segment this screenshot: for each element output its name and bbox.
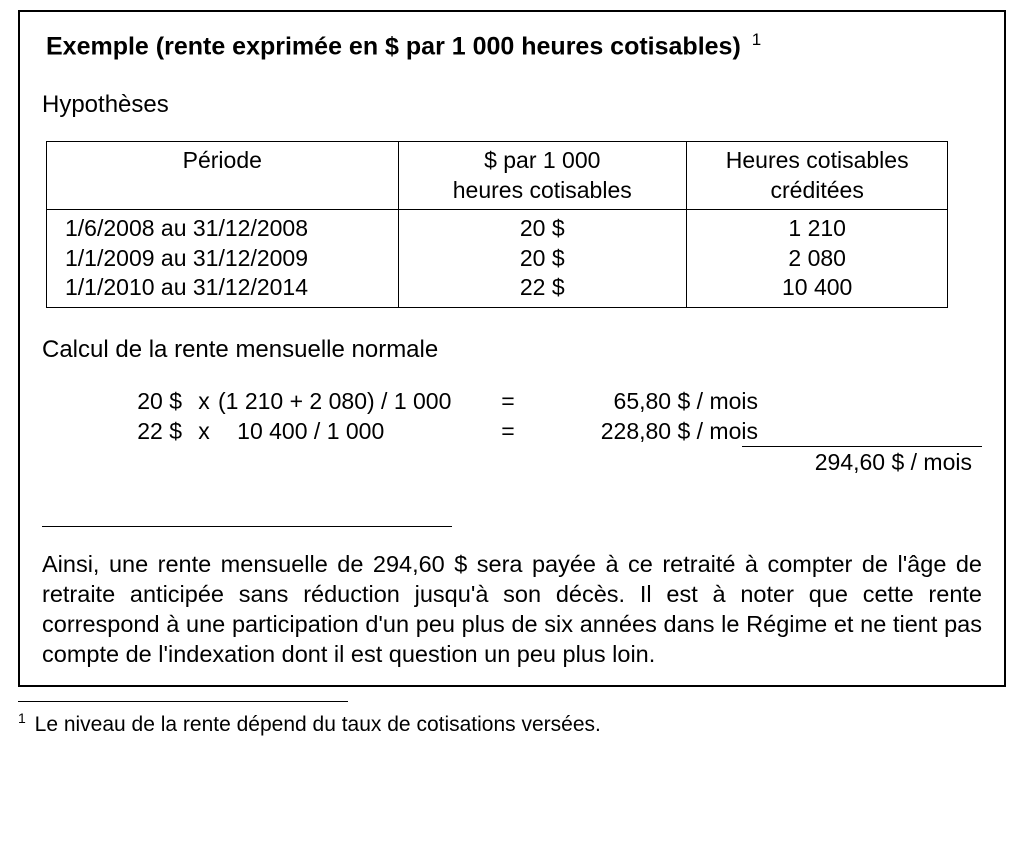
hypotheses-table: Période $ par 1 000 Heures cotisables he…	[46, 141, 948, 307]
calculation-block: 20 $ x (1 210 + 2 080) / 1 000 = 65,80 $…	[112, 386, 982, 478]
col-header-rate-2: heures cotisables	[398, 176, 686, 210]
cell-period: 1/1/2010 au 31/12/2014	[47, 273, 399, 307]
col-header-hours: Heures cotisables	[686, 142, 947, 176]
calc-times: x	[190, 386, 218, 416]
cell-hours: 2 080	[686, 244, 947, 273]
cell-period: 1/6/2008 au 31/12/2008	[47, 210, 399, 244]
calc-rate: 20 $	[112, 386, 190, 416]
calc-equals: =	[488, 416, 528, 446]
footnote-rule	[18, 701, 348, 702]
calc-heading: Calcul de la rente mensuelle normale	[42, 336, 982, 364]
footnote-marker: 1	[18, 710, 26, 726]
col-header-period: Période	[47, 142, 399, 176]
cell-rate: 20 $	[398, 244, 686, 273]
hypotheses-heading: Hypothèses	[42, 91, 982, 119]
calc-total: 294,60 $ / mois	[112, 446, 982, 477]
table-header-row-2: heures cotisables créditées	[47, 176, 948, 210]
title-footnote-marker: 1	[752, 30, 761, 49]
calc-line-1: 20 $ x (1 210 + 2 080) / 1 000 = 65,80 $…	[112, 386, 982, 416]
col-header-rate: $ par 1 000	[398, 142, 686, 176]
col-header-period-2	[47, 176, 399, 210]
table-row: 1/1/2009 au 31/12/2009 20 $ 2 080	[47, 244, 948, 273]
calc-expr: 10 400 / 1 000	[218, 416, 488, 446]
col-header-hours-2: créditées	[686, 176, 947, 210]
calc-result: 228,80 $ / mois	[528, 416, 768, 446]
explanation-paragraph: Ainsi, une rente mensuelle de 294,60 $ s…	[42, 549, 982, 669]
calc-expr: (1 210 + 2 080) / 1 000	[218, 386, 488, 416]
calc-equals: =	[488, 386, 528, 416]
table-row: 1/6/2008 au 31/12/2008 20 $ 1 210	[47, 210, 948, 244]
footnote: 1 Le niveau de la rente dépend du taux d…	[18, 710, 1006, 737]
cell-period: 1/1/2009 au 31/12/2009	[47, 244, 399, 273]
separator-rule	[42, 526, 452, 527]
table-row: 1/1/2010 au 31/12/2014 22 $ 10 400	[47, 273, 948, 307]
title-text: Exemple (rente exprimée en $ par 1 000 h…	[46, 32, 741, 60]
example-frame: Exemple (rente exprimée en $ par 1 000 h…	[18, 10, 1006, 687]
example-title: Exemple (rente exprimée en $ par 1 000 h…	[46, 30, 982, 61]
calc-times: x	[190, 416, 218, 446]
calc-result: 65,80 $ / mois	[528, 386, 768, 416]
footnote-text: Le niveau de la rente dépend du taux de …	[35, 713, 601, 736]
cell-hours: 10 400	[686, 273, 947, 307]
calc-line-2: 22 $ x 10 400 / 1 000 = 228,80 $ / mois	[112, 416, 982, 446]
calc-total-result: 294,60 $ / mois	[742, 446, 982, 477]
cell-hours: 1 210	[686, 210, 947, 244]
table-header-row-1: Période $ par 1 000 Heures cotisables	[47, 142, 948, 176]
cell-rate: 20 $	[398, 210, 686, 244]
calc-rate: 22 $	[112, 416, 190, 446]
cell-rate: 22 $	[398, 273, 686, 307]
